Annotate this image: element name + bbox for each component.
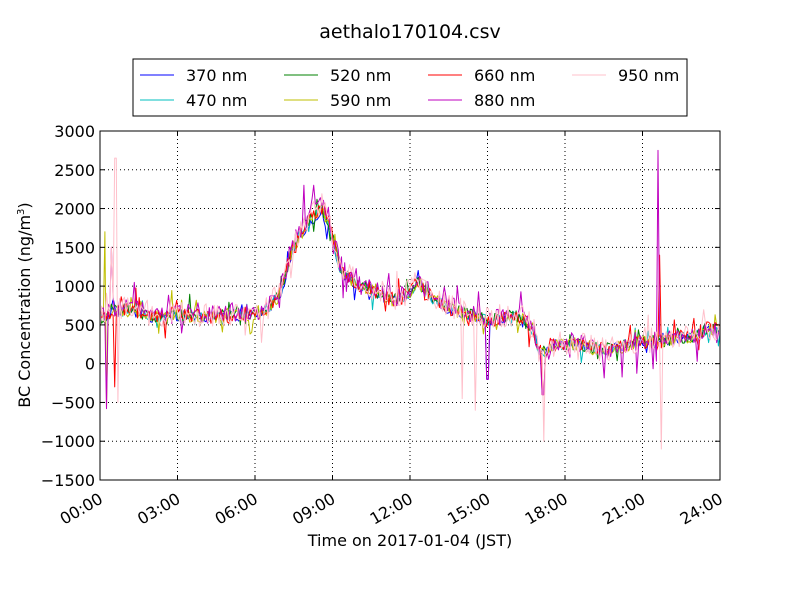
plot-area bbox=[100, 149, 720, 450]
series-line-370-nm bbox=[100, 206, 720, 380]
x-tick-label: 06:00 bbox=[212, 489, 261, 529]
series-line-950-nm bbox=[100, 157, 720, 450]
x-tick-label: 09:00 bbox=[289, 489, 338, 529]
y-tick-label: 500 bbox=[64, 316, 95, 335]
x-tick-label: 18:00 bbox=[522, 489, 571, 529]
legend-label: 590 nm bbox=[330, 91, 391, 110]
y-axis-label-sup: 3 bbox=[16, 209, 27, 215]
x-axis-label: Time on 2017-01-04 (JST) bbox=[307, 531, 512, 550]
chart-title: aethalo170104.csv bbox=[319, 21, 501, 43]
x-tick-label: 24:00 bbox=[677, 489, 726, 529]
grid-lines bbox=[100, 131, 720, 480]
y-tick-label: 1000 bbox=[54, 277, 95, 296]
y-axis-label: BC Concentration (ng/m3) bbox=[15, 202, 34, 407]
legend-label: 660 nm bbox=[474, 66, 535, 85]
legend-label: 370 nm bbox=[186, 66, 247, 85]
x-tick-label: 15:00 bbox=[444, 489, 493, 529]
legend-label: 520 nm bbox=[330, 66, 391, 85]
legend-label: 950 nm bbox=[618, 66, 679, 85]
y-tick-label: 2500 bbox=[54, 161, 95, 180]
series-layer bbox=[100, 149, 720, 450]
y-tick-label: −1000 bbox=[41, 432, 95, 451]
x-tick-label: 03:00 bbox=[134, 489, 183, 529]
y-tick-label: 1500 bbox=[54, 238, 95, 257]
y-tick-label: 2000 bbox=[54, 200, 95, 219]
x-tick-label: 21:00 bbox=[599, 489, 648, 529]
legend-frame bbox=[132, 58, 688, 117]
legend-label: 880 nm bbox=[474, 91, 535, 110]
y-tick-label: 3000 bbox=[54, 122, 95, 141]
series-line-590-nm bbox=[100, 207, 720, 410]
y-tick-label: 0 bbox=[85, 355, 95, 374]
y-tick-label: −1500 bbox=[41, 471, 95, 490]
y-axis-label-close: ) bbox=[15, 202, 34, 208]
y-axis-label-text: BC Concentration (ng/m bbox=[15, 215, 34, 408]
legend: 370 nm 470 nm 520 nm 590 nm 660 nm 880 nm 950 … bbox=[132, 58, 688, 117]
y-tick-label: −500 bbox=[51, 393, 95, 412]
legend-label: 470 nm bbox=[186, 91, 247, 110]
axis-ticks: 00:00 03:00 06:00 09:00 12:00 15:00 18:00 21:00… bbox=[41, 122, 726, 529]
x-tick-label: 00:00 bbox=[57, 489, 106, 529]
x-tick-label: 12:00 bbox=[367, 489, 416, 529]
